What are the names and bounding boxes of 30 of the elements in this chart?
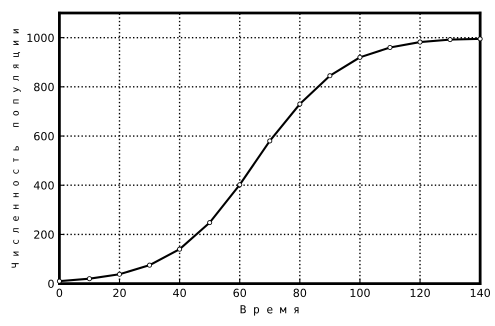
- y-tick-label: 600: [34, 132, 54, 140]
- x-tick-label: 0: [56, 288, 62, 298]
- x-tick-label: 140: [470, 288, 490, 298]
- x-tick-label: 20: [113, 288, 126, 298]
- point: [448, 37, 453, 42]
- point: [86, 276, 92, 282]
- point: [237, 182, 242, 188]
- y-tick-label: 400: [34, 181, 54, 190]
- x-tick-label: 100: [350, 288, 370, 298]
- point: [357, 54, 362, 60]
- point: [117, 272, 122, 277]
- point: [387, 44, 392, 50]
- x-tick-label: 40: [173, 288, 186, 298]
- x-tick-label: 80: [294, 288, 306, 298]
- point: [297, 102, 302, 107]
- y-tick-label: 0: [48, 280, 54, 288]
- y-tick-label: 800: [34, 82, 54, 92]
- point: [327, 73, 332, 78]
- x-tick-label: 120: [410, 288, 430, 298]
- point: [418, 40, 423, 45]
- x-tick-label: 60: [233, 288, 246, 298]
- point: [478, 36, 483, 42]
- y-tick-label: 200: [34, 230, 54, 239]
- point: [147, 262, 152, 268]
- point: [177, 246, 182, 252]
- point: [207, 220, 212, 226]
- point: [267, 138, 272, 144]
- x-axis-title: В р е м я: [240, 305, 299, 316]
- y-tick-label: 1000: [27, 34, 54, 42]
- y-axis-title: Ч и с л е н н о с т ь п о п у л я ц и и: [12, 29, 21, 268]
